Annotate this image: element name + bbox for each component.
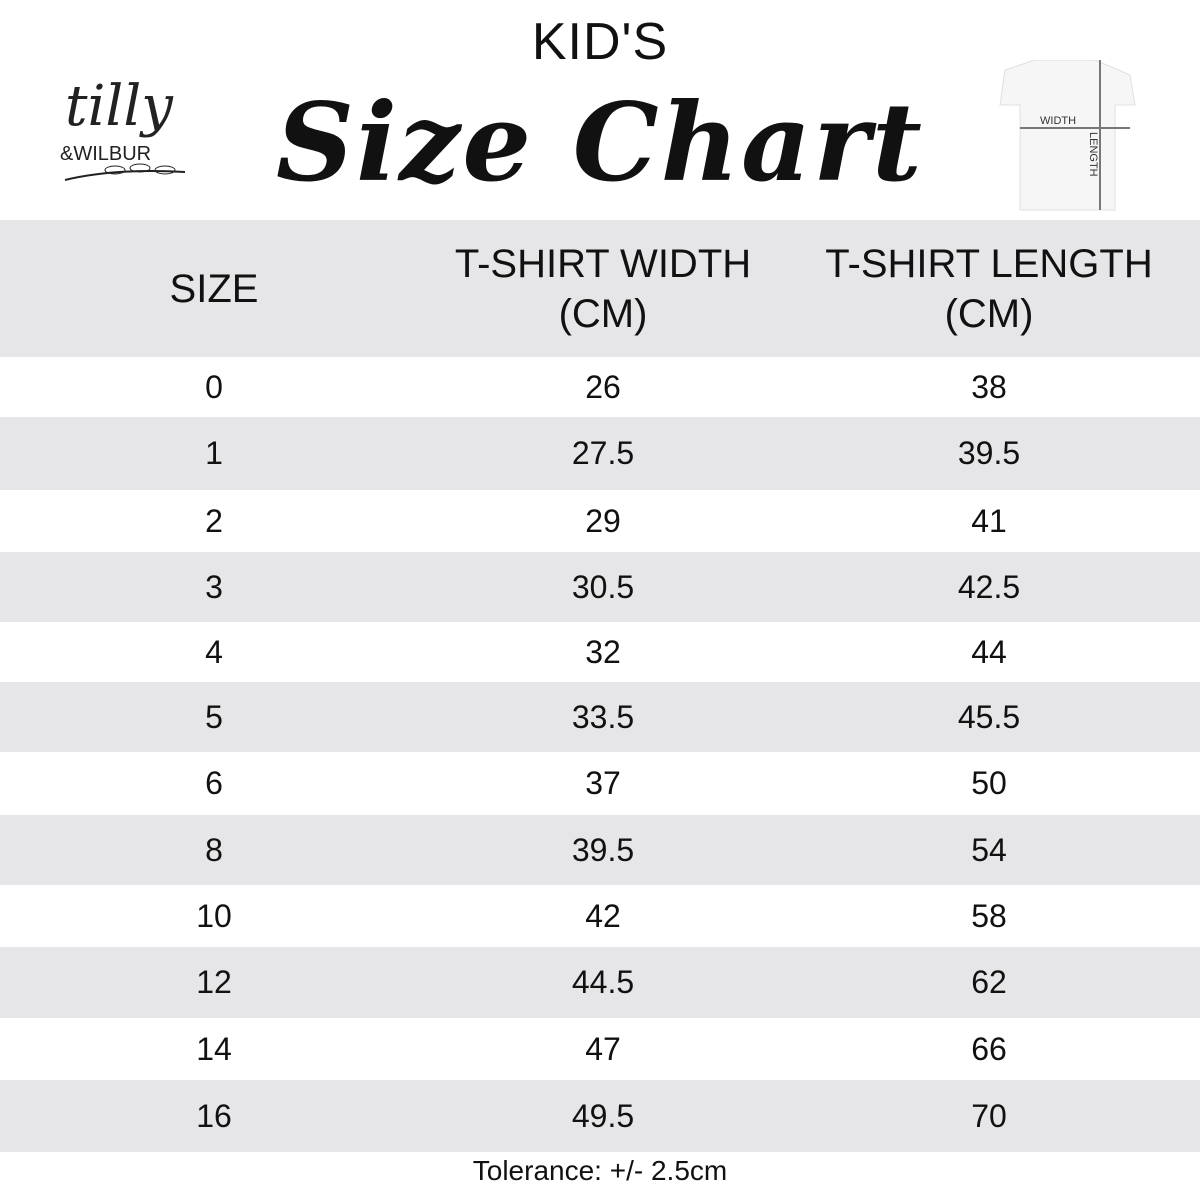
table-row: 10 42 58 [0,885,1200,947]
svg-text:tilly: tilly [65,74,174,139]
size-cell: 12 [0,947,428,1018]
column-header-width: T-SHIRT WIDTH (CM) [428,220,778,357]
width-cell: 37 [585,765,621,801]
width-cell: 42 [585,897,621,934]
table-row: 14 47 66 [0,1018,1200,1080]
table-row: 12 44.5 62 [0,947,1200,1018]
length-cell: 42.5 [778,552,1200,622]
length-cell: 50 [971,765,1007,801]
length-cell: 38 [971,368,1007,405]
table-row: 6 37 50 [0,752,1200,815]
table-row: 1 27.5 39.5 [0,417,1200,490]
size-cell: 16 [0,1080,428,1152]
length-cell: 70 [778,1080,1200,1152]
width-cell: 49.5 [428,1080,778,1152]
svg-text:LENGTH: LENGTH [1087,132,1099,177]
page-title: Size Chart [276,80,924,206]
width-cell: 33.5 [428,682,778,752]
svg-text:&WILBUR: &WILBUR [60,143,151,165]
length-cell: 54 [778,815,1200,885]
length-cell: 44 [971,633,1007,670]
length-cell: 62 [778,947,1200,1018]
size-cell: 6 [205,765,223,801]
table-row: 4 32 44 [0,622,1200,682]
size-cell: 10 [196,897,232,934]
size-cell: 3 [0,552,428,622]
length-cell: 39.5 [778,417,1200,490]
length-cell: 66 [971,1030,1007,1067]
column-header-size: SIZE [0,220,428,357]
length-cell: 41 [971,502,1007,539]
tolerance-note: Tolerance: +/- 2.5cm [472,1155,728,1186]
width-cell: 47 [585,1030,621,1067]
length-cell: 58 [971,897,1007,934]
tshirt-diagram-icon: WIDTH LENGTH [999,60,1136,211]
width-cell: 44.5 [428,947,778,1018]
table-row: 8 39.5 54 [0,815,1200,885]
size-cell: 0 [205,368,223,405]
width-cell: 27.5 [428,417,778,490]
size-cell: 8 [0,815,428,885]
size-cell: 4 [205,633,223,670]
length-cell: 45.5 [778,682,1200,752]
brand-logo: tilly &WILBUR [60,74,186,181]
size-cell: 14 [196,1030,232,1067]
width-cell: 29 [585,502,621,539]
svg-text:WIDTH: WIDTH [1040,115,1076,127]
width-cell: 30.5 [428,552,778,622]
width-cell: 26 [585,368,621,405]
size-cell: 5 [0,682,428,752]
width-cell: 32 [585,633,621,670]
table-row: 2 29 41 [0,490,1200,552]
kicker: KID'S [531,13,669,71]
size-cell: 2 [205,502,223,539]
table-row: 0 26 38 [0,357,1200,417]
size-table: SIZE T-SHIRT WIDTH (CM) T-SHIRT LENGTH (… [0,220,1200,1152]
table-row: 16 49.5 70 [0,1080,1200,1152]
width-cell: 39.5 [428,815,778,885]
size-cell: 1 [0,417,428,490]
table-row: 3 30.5 42.5 [0,552,1200,622]
column-header-length: T-SHIRT LENGTH (CM) [778,220,1200,357]
table-row: 5 33.5 45.5 [0,682,1200,752]
